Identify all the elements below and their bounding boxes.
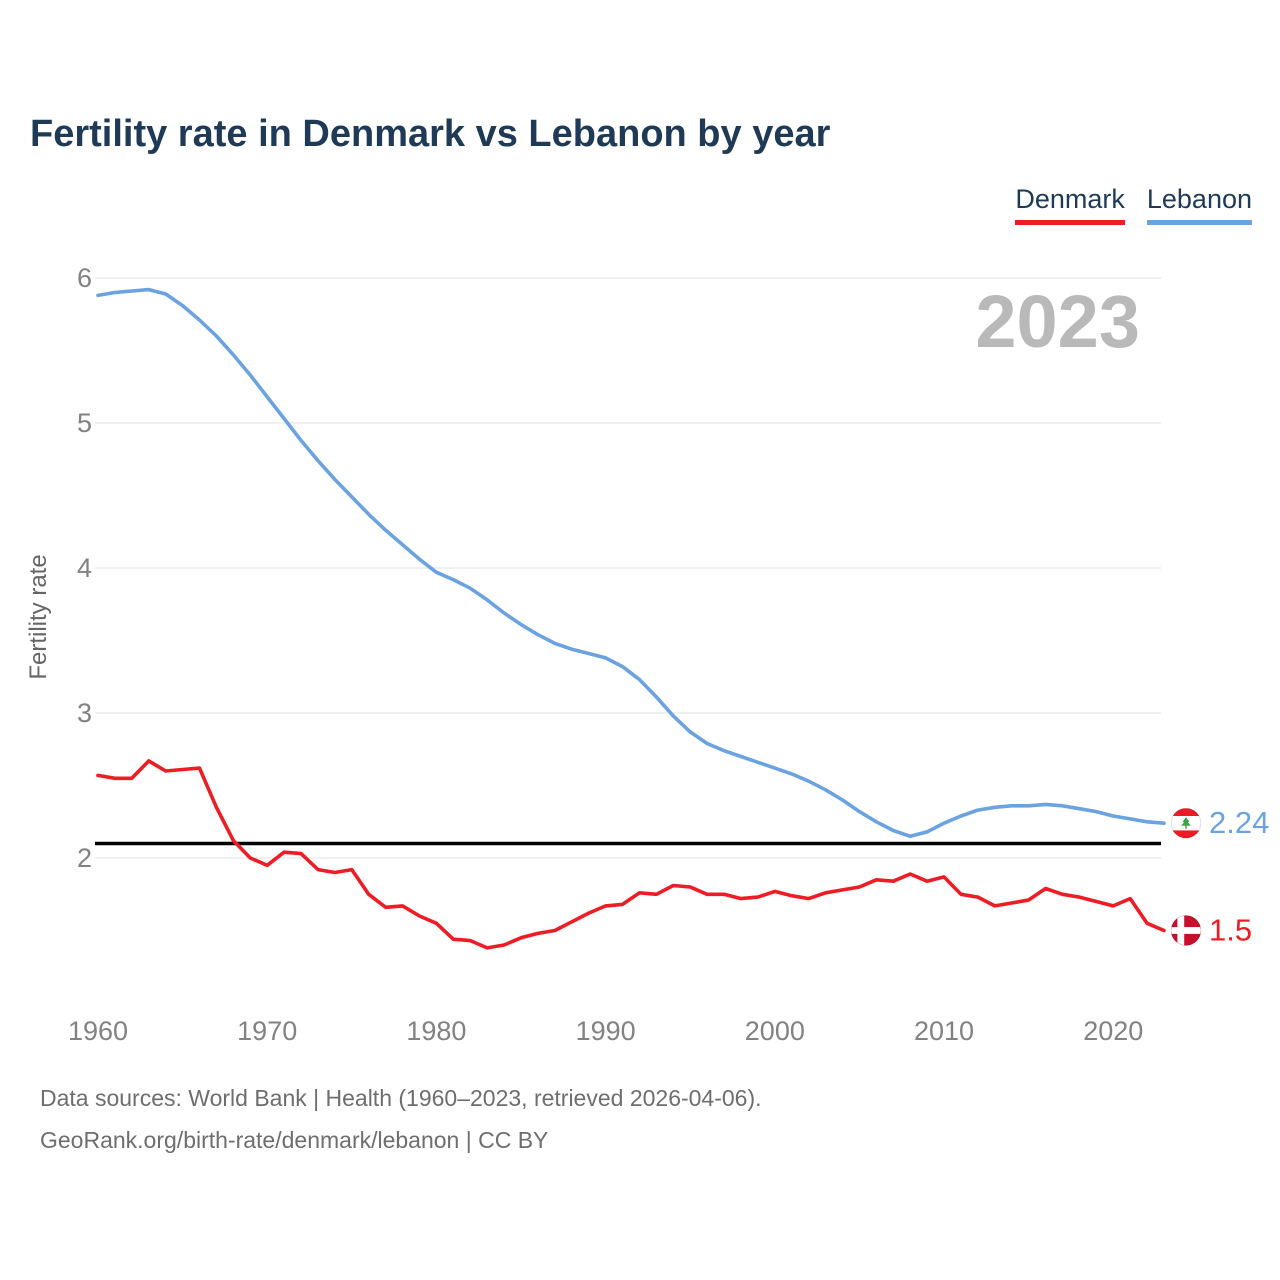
series-line-denmark[interactable] (96, 759, 1166, 950)
x-tick-label: 1970 (237, 1016, 297, 1046)
y-tick-label: 2 (77, 843, 92, 873)
footer-sources-line: Data sources: World Bank | Health (1960–… (40, 1085, 762, 1111)
gridlines (95, 277, 1161, 859)
y-tick-label: 6 (77, 263, 92, 293)
y-axis-title: Fertility rate (25, 554, 52, 679)
y-tick-label: 3 (77, 698, 92, 728)
y-tick-label: 4 (77, 553, 92, 583)
x-tick-label: 2020 (1083, 1016, 1143, 1046)
footer-attribution-line: GeoRank.org/birth-rate/denmark/lebanon |… (40, 1127, 549, 1153)
x-tick-label: 1960 (68, 1016, 128, 1046)
flag-icon-denmark (1171, 915, 1201, 946)
legend-item-denmark[interactable]: Denmark (1015, 184, 1125, 225)
flag-icon-lebanon (1171, 808, 1201, 839)
series-lines (96, 287, 1166, 950)
cedar-tree (1182, 817, 1190, 822)
y-tick-label: 5 (77, 408, 92, 438)
x-tick-label: 2010 (914, 1016, 974, 1046)
chart-title: Fertility rate in Denmark vs Lebanon by … (30, 113, 831, 155)
x-tick-label: 1980 (406, 1016, 466, 1046)
series-line-lebanon[interactable] (96, 287, 1166, 839)
x-tick-label: 2000 (745, 1016, 805, 1046)
watermark-year: 2023 (975, 280, 1140, 363)
end-markers: 1.5 2.24 (1170, 805, 1269, 948)
x-tick-label: 1990 (576, 1016, 636, 1046)
data-source-note: Data sources: World Bank | Health (1960–… (40, 1077, 762, 1161)
cedar-tree (1181, 819, 1191, 826)
axis-labels: 2 3 4 5 6 1960 1970 1980 1990 2000 2010 2020 (68, 263, 1143, 1046)
legend: Denmark Lebanon (1015, 184, 1252, 225)
end-value-label-lebanon: 2.24 (1209, 805, 1269, 840)
end-value-label-denmark: 1.5 (1209, 913, 1252, 948)
legend-item-lebanon[interactable]: Lebanon (1146, 184, 1252, 225)
